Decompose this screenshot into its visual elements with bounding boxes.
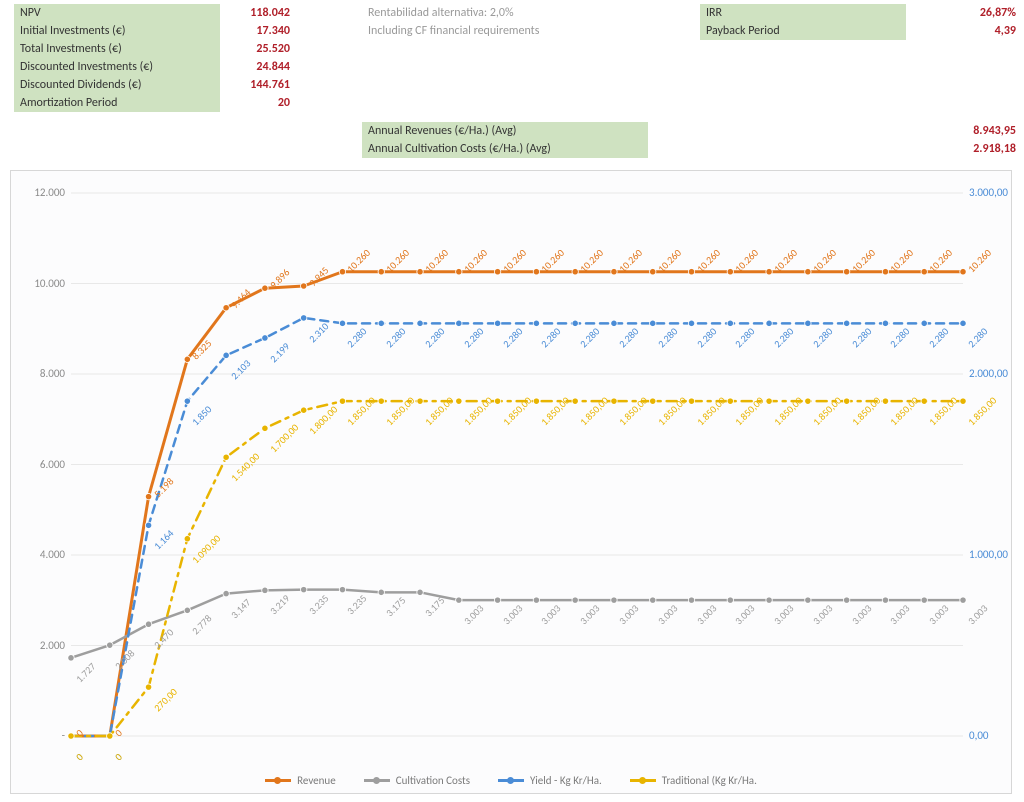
metric-value: 24.844 [220, 58, 294, 76]
metric-row: IRR 26,87% [700, 4, 1020, 22]
metrics-mid-block: Annual Revenues (€/Ha.) (Avg) 8.943,95 A… [362, 122, 1020, 158]
financial-chart: Revenue Cultivation Costs Yield - Kg Kr/Ha… [10, 170, 1012, 794]
metric-row: Payback Period 4,39 [700, 22, 1020, 40]
y-right-tick-label: 1.000,00 [969, 548, 1017, 561]
metric-value: 8.943,95 [648, 122, 1020, 140]
metric-label: Amortization Period [14, 94, 220, 112]
legend-label: Traditional (Kg Kr/Ha. [662, 774, 757, 787]
metric-row: Annual Cultivation Costs (€/Ha.) (Avg) 2… [362, 140, 1020, 158]
metric-label: Discounted Dividends (€) [14, 76, 220, 94]
metric-row: Amortization Period 20 [14, 94, 344, 112]
legend-swatch-icon [265, 779, 291, 782]
metrics-right-col: IRR 26,87% Payback Period 4,39 [700, 4, 1020, 112]
legend-label: Cultivation Costs [396, 774, 470, 787]
notes-col: Rentabilidad alternativa: 2,0% Including… [362, 4, 682, 112]
y-left-tick-label: 12.000 [17, 186, 65, 199]
legend-item-traditional: Traditional (Kg Kr/Ha. [630, 774, 757, 787]
legend-swatch-icon [630, 779, 656, 782]
metric-row: Discounted Investments (€) 24.844 [14, 58, 344, 76]
metric-row: Discounted Dividends (€) 144.761 [14, 76, 344, 94]
metric-value: 4,39 [906, 22, 1020, 40]
metric-label: Payback Period [700, 22, 906, 40]
metric-label: IRR [700, 4, 906, 22]
legend-label: Revenue [297, 774, 336, 787]
legend-item-yield: Yield - Kg Kr/Ha. [498, 774, 602, 787]
metrics-left-col: NPV 118.042 Initial Investments (€) 17.3… [14, 4, 344, 112]
metric-label: Total Investments (€) [14, 40, 220, 58]
metric-label: NPV [14, 4, 220, 22]
legend-swatch-icon [498, 779, 524, 782]
y-left-tick-label: 2.000 [17, 639, 65, 652]
legend-item-costs: Cultivation Costs [364, 774, 470, 787]
metric-label: Annual Revenues (€/Ha.) (Avg) [362, 122, 648, 140]
metric-row: Total Investments (€) 25.520 [14, 40, 344, 58]
metric-value: 25.520 [220, 40, 294, 58]
metrics-panel: NPV 118.042 Initial Investments (€) 17.3… [8, 4, 1016, 166]
y-right-tick-label: 2.000,00 [969, 367, 1017, 380]
metric-value: 144.761 [220, 76, 294, 94]
y-right-tick-label: 3.000,00 [969, 186, 1017, 199]
y-left-tick-label: 10.000 [17, 277, 65, 290]
chart-legend: Revenue Cultivation Costs Yield - Kg Kr/Ha… [11, 774, 1011, 787]
metric-row: Annual Revenues (€/Ha.) (Avg) 8.943,95 [362, 122, 1020, 140]
y-left-tick-label: - [17, 729, 65, 742]
metric-value: 118.042 [220, 4, 294, 22]
legend-swatch-icon [364, 779, 390, 782]
metric-row: NPV 118.042 [14, 4, 344, 22]
metric-value: 2.918,18 [648, 140, 1020, 158]
metric-label: Initial Investments (€) [14, 22, 220, 40]
y-left-tick-label: 4.000 [17, 548, 65, 561]
legend-label: Yield - Kg Kr/Ha. [530, 774, 602, 787]
metric-label: Discounted Investments (€) [14, 58, 220, 76]
metric-value: 20 [220, 94, 294, 112]
metric-value: 26,87% [906, 4, 1020, 22]
metric-value: 17.340 [220, 22, 294, 40]
note-line: Rentabilidad alternativa: 2,0% [362, 4, 514, 22]
metric-label: Annual Cultivation Costs (€/Ha.) (Avg) [362, 140, 648, 158]
legend-item-revenue: Revenue [265, 774, 336, 787]
y-right-tick-label: 0,00 [969, 729, 1017, 742]
metric-row: Initial Investments (€) 17.340 [14, 22, 344, 40]
note-line: Including CF financial requirements [362, 22, 539, 40]
y-left-tick-label: 8.000 [17, 367, 65, 380]
y-left-tick-label: 6.000 [17, 458, 65, 471]
